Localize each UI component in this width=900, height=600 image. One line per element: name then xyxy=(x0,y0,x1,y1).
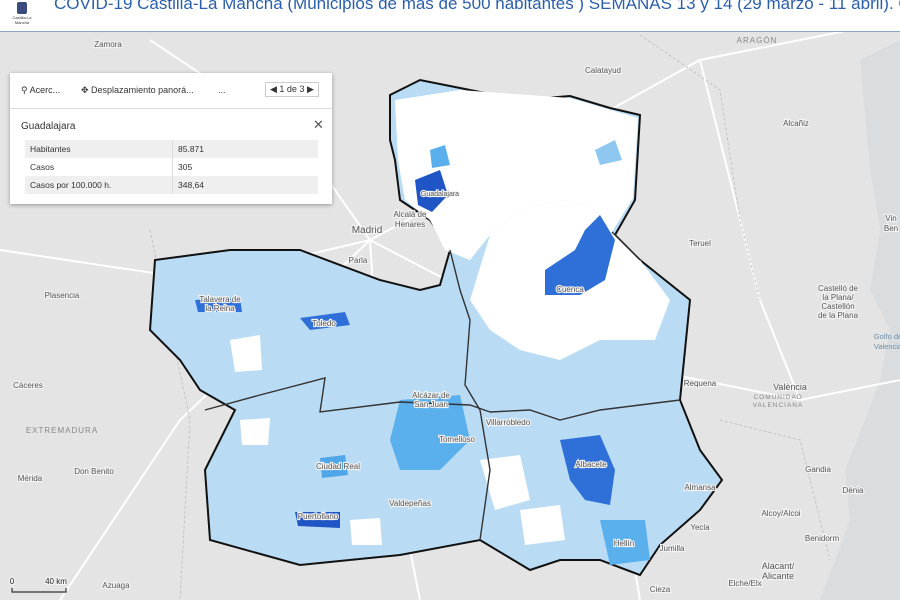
place-label: Mérida xyxy=(18,474,43,483)
dark-areas xyxy=(195,140,650,565)
pan-label: Desplazamiento panorá... xyxy=(91,85,194,95)
place-label: Hellín xyxy=(614,539,634,548)
place-label: Alacant/ xyxy=(762,561,795,571)
region-label: ARAGÓN xyxy=(737,36,778,45)
place-label: Vin xyxy=(885,214,896,223)
table-row: Casos por 100.000 h. 348,64 xyxy=(25,176,318,194)
place-label: Ciudad Real xyxy=(316,462,360,471)
place-label: Alcoy/Alcoi xyxy=(761,509,800,518)
title: COVID-19 Castilla-La Mancha (Municipios … xyxy=(54,0,900,13)
place-label: Benidorm xyxy=(805,534,840,543)
place-label: Tomelloso xyxy=(439,435,476,444)
place-label: Dénia xyxy=(843,486,864,495)
place-label: Alcázar de xyxy=(412,391,450,400)
logo-text: Castilla-La Mancha xyxy=(12,15,32,25)
field-name: Casos por 100.000 h. xyxy=(25,176,173,194)
place-label: Alcañiz xyxy=(783,119,809,128)
place-label: la Plana/ xyxy=(822,293,854,302)
field-value: 348,64 xyxy=(172,176,318,194)
place-label: Azuaga xyxy=(102,581,130,590)
place-label: Puertollano xyxy=(298,512,339,521)
field-value: 85.871 xyxy=(172,140,318,158)
field-value: 305 xyxy=(178,162,193,172)
pan-button[interactable]: ✥ Desplazamiento panorá... xyxy=(81,85,194,95)
place-label: Castelló de xyxy=(818,284,859,293)
place-label: Plasencia xyxy=(45,291,80,300)
place-label: Don Benito xyxy=(74,467,114,476)
place-label: Calatayud xyxy=(585,66,621,75)
popup: ⚲ Acerc... ✥ Desplazamiento panorá... ..… xyxy=(10,73,332,204)
sea-label: Valencia xyxy=(874,342,900,351)
region-label: VALENCIANA xyxy=(753,402,804,409)
place-label: de la Plana xyxy=(818,311,859,320)
place-label: San Juan xyxy=(414,400,448,409)
region-borders xyxy=(149,34,831,600)
place-label: Yecla xyxy=(690,523,710,532)
close-button[interactable]: ✕ xyxy=(313,117,324,132)
place-label: Guadalajara xyxy=(421,191,459,198)
place-label: Valdepeñas xyxy=(389,499,431,508)
sea-label: Golfo de xyxy=(874,332,900,341)
place-label: Zamora xyxy=(94,40,122,49)
place-label: València xyxy=(773,382,807,392)
more-button[interactable]: ... xyxy=(218,85,226,95)
place-label: Alicante xyxy=(762,571,794,581)
province-borders xyxy=(204,231,681,541)
place-label: Almansa xyxy=(684,483,716,492)
guadalajara-area xyxy=(395,90,638,260)
place-label: Albacete xyxy=(575,460,607,469)
place-label: la Reina xyxy=(205,304,235,313)
place-label: Madrid xyxy=(352,225,383,236)
place-label: Toledo xyxy=(312,319,336,328)
pager-label: 1 de 3 xyxy=(279,84,305,94)
place-label: Castellón xyxy=(821,302,854,311)
place-label: Parla xyxy=(349,256,368,265)
place-label: Villarrobledo xyxy=(486,418,531,427)
popup-title: Guadalajara xyxy=(21,121,76,132)
scale-bar: 0 40 km xyxy=(9,576,68,593)
attribute-table: Habitantes 85.871 Casos 305 Casos por 100.00… xyxy=(25,140,318,194)
header: Castilla-La Mancha COVID-19 Castilla-La … xyxy=(0,0,900,32)
place-label: Talavera de xyxy=(199,295,241,304)
place-label: Requena xyxy=(684,379,717,388)
scale-zero: 0 xyxy=(10,577,15,586)
zoom-label: Acerc... xyxy=(29,85,61,95)
table-row: Casos 305 xyxy=(25,158,318,176)
place-label: Ben xyxy=(884,224,898,233)
place-label: Henares xyxy=(395,220,425,229)
pager[interactable]: ◀ 1 de 3 ▶ xyxy=(265,82,319,97)
place-label: Cuenca xyxy=(556,285,584,294)
toolbar: ⚲ Acerc... ✥ Desplazamiento panorá... ..… xyxy=(10,73,332,109)
region-label: COMUNIDAD xyxy=(753,394,802,401)
logo: Castilla-La Mancha xyxy=(8,2,36,25)
place-label: Gandia xyxy=(805,465,831,474)
region-label: EXTREMADURA xyxy=(26,426,98,435)
field-name: Habitantes xyxy=(25,140,173,158)
sea xyxy=(820,40,900,600)
place-label: Elche/Elx xyxy=(728,579,761,588)
zoom-button[interactable]: ⚲ Acerc... xyxy=(21,85,61,95)
place-label: Cáceres xyxy=(13,381,43,390)
white-areas xyxy=(230,335,565,545)
place-label: Alcalá de xyxy=(394,210,427,219)
place-label: Teruel xyxy=(689,239,711,248)
scale-distance: 40 km xyxy=(45,577,67,586)
table-body: Habitantes 85.871 Casos 305 Casos por 100.00… xyxy=(25,140,318,194)
place-label: Jumilla xyxy=(660,544,685,553)
place-label: Cieza xyxy=(650,585,671,594)
field-name: Casos xyxy=(25,158,173,176)
table-row: Habitantes 85.871 xyxy=(25,140,318,158)
